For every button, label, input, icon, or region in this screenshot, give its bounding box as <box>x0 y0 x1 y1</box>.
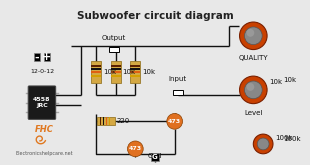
Circle shape <box>240 22 267 50</box>
Bar <box>131 71 140 73</box>
Circle shape <box>240 76 267 104</box>
Circle shape <box>167 114 183 129</box>
Text: +: + <box>42 52 51 62</box>
Bar <box>91 75 101 77</box>
Bar <box>111 61 121 83</box>
FancyBboxPatch shape <box>28 86 56 119</box>
Text: Subwoofer circuit diagram: Subwoofer circuit diagram <box>77 11 233 21</box>
Text: 220: 220 <box>117 118 130 124</box>
Text: 10k: 10k <box>122 69 136 75</box>
Bar <box>131 75 140 77</box>
Bar <box>97 117 115 125</box>
Text: 10k: 10k <box>269 79 282 85</box>
Bar <box>109 117 110 125</box>
Circle shape <box>246 83 254 91</box>
Bar <box>91 71 101 73</box>
Bar <box>91 61 101 83</box>
Text: Level: Level <box>244 110 263 115</box>
Bar <box>131 65 140 67</box>
Text: FHC: FHC <box>34 125 53 134</box>
Bar <box>91 68 101 70</box>
Bar <box>106 117 107 125</box>
Bar <box>109 47 119 51</box>
Text: QUALITY: QUALITY <box>238 55 268 62</box>
Text: 12-0-12: 12-0-12 <box>30 69 54 74</box>
Bar <box>131 68 140 70</box>
Bar <box>44 53 50 61</box>
Circle shape <box>127 141 143 157</box>
Text: 10k: 10k <box>142 69 155 75</box>
Bar <box>100 117 101 125</box>
Circle shape <box>253 134 273 154</box>
Text: 100k: 100k <box>283 136 300 142</box>
Text: -: - <box>35 52 39 62</box>
Bar <box>173 90 183 95</box>
Circle shape <box>257 138 269 150</box>
Bar <box>91 65 101 67</box>
Text: 10k: 10k <box>103 69 116 75</box>
Text: Electronicshelpcare.net: Electronicshelpcare.net <box>15 151 73 156</box>
Bar <box>111 65 121 67</box>
Text: 473: 473 <box>168 119 181 124</box>
Bar <box>34 53 40 61</box>
Bar <box>131 61 140 83</box>
Text: G: G <box>152 154 158 160</box>
Text: 473: 473 <box>129 146 142 151</box>
Bar <box>111 71 121 73</box>
Text: 10k: 10k <box>283 77 296 83</box>
Circle shape <box>245 81 262 99</box>
Bar <box>111 68 121 70</box>
Circle shape <box>245 27 262 45</box>
Bar <box>103 117 104 125</box>
Text: 100k: 100k <box>275 135 293 141</box>
Bar <box>111 75 121 77</box>
Circle shape <box>246 29 254 37</box>
Text: Output: Output <box>102 35 126 41</box>
Text: 4558
JRC: 4558 JRC <box>33 97 51 108</box>
Text: Input: Input <box>169 76 187 82</box>
Text: Gnd: Gnd <box>148 153 162 159</box>
Bar <box>151 153 159 161</box>
